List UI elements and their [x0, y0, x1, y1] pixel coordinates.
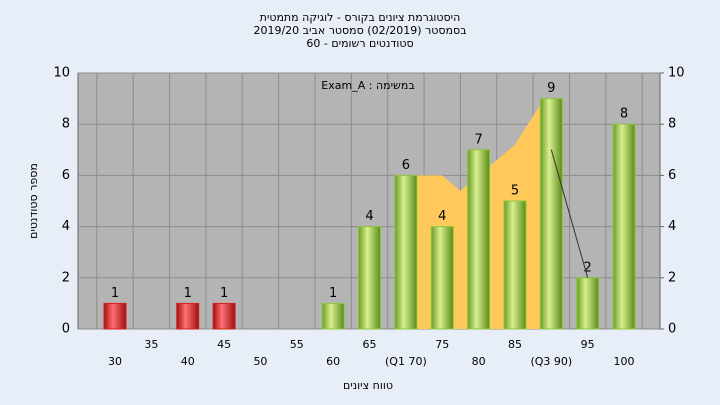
x-tick-label: 50	[253, 355, 267, 368]
bar	[358, 226, 382, 330]
title-line: היסטוגרמת ציונים בקורס - לוגיקה מתמטית	[260, 11, 461, 24]
value-label: 1	[220, 286, 228, 301]
y2-tick-label: 10	[668, 66, 685, 81]
value-label: 5	[511, 184, 519, 199]
value-label: 1	[329, 286, 337, 301]
value-label: 4	[365, 209, 373, 224]
x-tick-label: 45	[217, 338, 231, 351]
x-tick-label: 30	[108, 355, 122, 368]
title-line: בסמסטר (02/2019) סמסטר אביב 2019/20	[253, 24, 466, 37]
x-tick-label: 75	[435, 338, 449, 351]
x-tick-label: 55	[290, 338, 304, 351]
trend-line	[550, 149, 589, 278]
bar	[576, 277, 600, 330]
y2-tick-label: 0	[668, 322, 676, 337]
y-axis-label: מספר סטודנטים	[27, 163, 40, 239]
y2-tick-label: 8	[668, 117, 676, 132]
bar	[612, 123, 636, 330]
value-label: 9	[547, 81, 555, 96]
annotation: Exam_A : במשימה	[321, 79, 414, 92]
y-tick-label: 10	[53, 66, 70, 81]
x-tick-label: 95	[581, 338, 595, 351]
x-tick-label: 100	[614, 355, 635, 368]
title-line: סטודנטים רשומים - 60	[306, 37, 413, 50]
bar	[539, 98, 563, 330]
value-label: 4	[438, 209, 446, 224]
bar	[430, 226, 454, 330]
x-tick-label: 65	[363, 338, 377, 351]
y2-tick-label: 4	[668, 219, 676, 234]
value-label: 8	[620, 107, 628, 122]
bar	[503, 200, 527, 330]
bar	[321, 302, 345, 330]
y2-tick-label: 6	[668, 168, 676, 183]
value-label: 6	[402, 158, 410, 173]
x-tick-label: 60	[326, 355, 340, 368]
y-tick-label: 4	[62, 219, 70, 234]
y-tick-label: 8	[62, 117, 70, 132]
y-tick-label: 0	[62, 322, 70, 337]
y-tick-label: 6	[62, 168, 70, 183]
bar	[103, 302, 127, 330]
x-axis-label: טווח ציונים	[343, 379, 393, 392]
y2-tick-label: 2	[668, 270, 676, 285]
bar	[394, 174, 418, 330]
bar	[467, 149, 491, 330]
x-tick-label: 80	[472, 355, 486, 368]
value-label: 2	[584, 260, 592, 275]
value-label: 1	[184, 286, 192, 301]
value-label: 7	[474, 132, 482, 147]
x-tick-label: 40	[181, 355, 195, 368]
y-tick-label: 2	[62, 270, 70, 285]
x-tick-label: (Q3 90)	[530, 355, 572, 368]
x-tick-label: 85	[508, 338, 522, 351]
x-tick-label: (Q1 70)	[385, 355, 427, 368]
x-tick-label: 35	[144, 338, 158, 351]
bar	[212, 302, 236, 330]
bar	[176, 302, 200, 330]
value-label: 1	[111, 286, 119, 301]
